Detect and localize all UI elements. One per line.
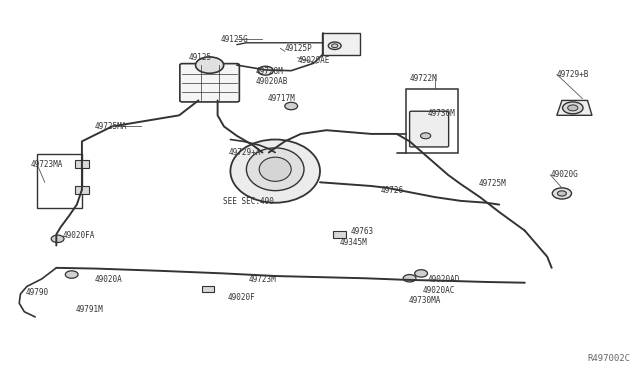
Text: 49723M: 49723M bbox=[248, 275, 276, 284]
Ellipse shape bbox=[230, 140, 320, 203]
Circle shape bbox=[285, 102, 298, 110]
FancyBboxPatch shape bbox=[180, 64, 239, 102]
Text: 49725MA: 49725MA bbox=[95, 122, 127, 131]
Text: 49791M: 49791M bbox=[76, 305, 103, 314]
Circle shape bbox=[51, 235, 64, 243]
Circle shape bbox=[568, 105, 578, 111]
Text: 49020G: 49020G bbox=[550, 170, 578, 179]
Circle shape bbox=[328, 42, 341, 49]
Text: 49020AB: 49020AB bbox=[256, 77, 289, 86]
Circle shape bbox=[65, 271, 78, 278]
Text: 49345M: 49345M bbox=[339, 238, 367, 247]
Text: 49020AD: 49020AD bbox=[428, 275, 460, 284]
Bar bbox=[406, 89, 458, 153]
Circle shape bbox=[552, 188, 572, 199]
Text: 49729+B: 49729+B bbox=[557, 70, 589, 79]
Ellipse shape bbox=[259, 157, 291, 182]
Circle shape bbox=[332, 44, 338, 48]
Circle shape bbox=[258, 66, 273, 75]
Text: 49020AC: 49020AC bbox=[422, 286, 455, 295]
Text: 49020AE: 49020AE bbox=[298, 56, 330, 65]
FancyBboxPatch shape bbox=[333, 231, 346, 238]
Text: 49728M: 49728M bbox=[256, 67, 284, 76]
Text: SEE SEC.490: SEE SEC.490 bbox=[223, 197, 273, 206]
Text: 49763: 49763 bbox=[351, 227, 374, 236]
Text: 49722M: 49722M bbox=[410, 74, 437, 83]
Circle shape bbox=[403, 275, 416, 282]
Circle shape bbox=[420, 133, 431, 139]
Text: 49730MA: 49730MA bbox=[408, 296, 441, 305]
FancyBboxPatch shape bbox=[202, 286, 214, 292]
Ellipse shape bbox=[246, 148, 304, 190]
Circle shape bbox=[563, 102, 583, 114]
Text: 49125: 49125 bbox=[189, 53, 212, 62]
Text: 49725M: 49725M bbox=[479, 179, 506, 187]
FancyBboxPatch shape bbox=[75, 160, 89, 168]
Text: 49717M: 49717M bbox=[268, 94, 295, 103]
Circle shape bbox=[196, 57, 223, 73]
Text: 49020A: 49020A bbox=[95, 275, 122, 284]
Text: 49730M: 49730M bbox=[428, 109, 455, 118]
Text: 49723MA: 49723MA bbox=[31, 160, 63, 169]
Circle shape bbox=[557, 191, 566, 196]
FancyBboxPatch shape bbox=[410, 111, 449, 147]
Text: 49726: 49726 bbox=[381, 186, 404, 195]
Bar bbox=[37, 154, 82, 208]
Text: 49020F: 49020F bbox=[227, 293, 255, 302]
Text: 49790: 49790 bbox=[26, 288, 49, 296]
Text: R497002C: R497002C bbox=[588, 354, 630, 363]
Circle shape bbox=[415, 270, 428, 277]
FancyBboxPatch shape bbox=[75, 186, 89, 194]
Text: 49125P: 49125P bbox=[285, 44, 312, 53]
Text: 49729+A: 49729+A bbox=[229, 148, 262, 157]
FancyBboxPatch shape bbox=[322, 33, 360, 55]
Text: 49125G: 49125G bbox=[221, 35, 248, 44]
Text: 49020FA: 49020FA bbox=[63, 231, 95, 240]
Polygon shape bbox=[557, 100, 592, 115]
